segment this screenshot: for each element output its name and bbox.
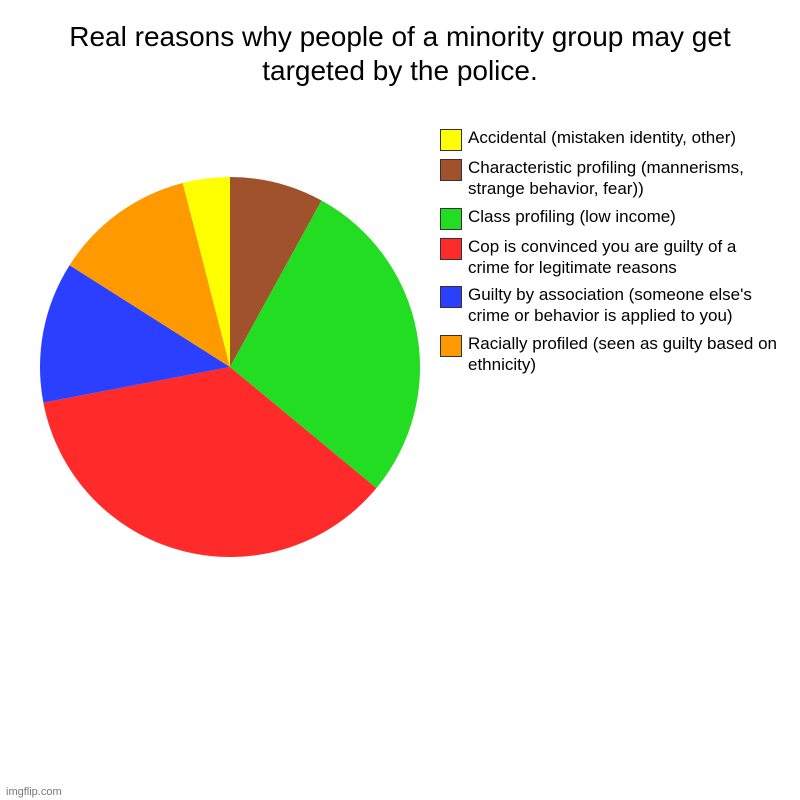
legend-label: Characteristic profiling (mannerisms, st… bbox=[468, 157, 780, 200]
pie-chart-wrap bbox=[20, 97, 420, 562]
legend-label: Racially profiled (seen as guilty based … bbox=[468, 333, 780, 376]
legend-item: Class profiling (low income) bbox=[440, 206, 780, 230]
watermark: imgflip.com bbox=[0, 784, 68, 800]
legend-label: Accidental (mistaken identity, other) bbox=[468, 127, 780, 148]
legend: Accidental (mistaken identity, other) Cha… bbox=[420, 97, 780, 381]
legend-label: Cop is convinced you are guilty of a cri… bbox=[468, 236, 780, 279]
legend-swatch bbox=[440, 238, 462, 260]
legend-item: Accidental (mistaken identity, other) bbox=[440, 127, 780, 151]
legend-swatch bbox=[440, 129, 462, 151]
legend-label: Guilty by association (someone else's cr… bbox=[468, 284, 780, 327]
legend-item: Cop is convinced you are guilty of a cri… bbox=[440, 236, 780, 279]
legend-swatch bbox=[440, 159, 462, 181]
legend-item: Racially profiled (seen as guilty based … bbox=[440, 333, 780, 376]
legend-label: Class profiling (low income) bbox=[468, 206, 780, 227]
legend-item: Guilty by association (someone else's cr… bbox=[440, 284, 780, 327]
legend-swatch bbox=[440, 208, 462, 230]
legend-swatch bbox=[440, 286, 462, 308]
legend-item: Characteristic profiling (mannerisms, st… bbox=[440, 157, 780, 200]
legend-swatch bbox=[440, 335, 462, 357]
chart-content: Accidental (mistaken identity, other) Cha… bbox=[0, 97, 800, 562]
pie-chart bbox=[40, 177, 420, 557]
chart-title: Real reasons why people of a minority gr… bbox=[0, 0, 800, 97]
